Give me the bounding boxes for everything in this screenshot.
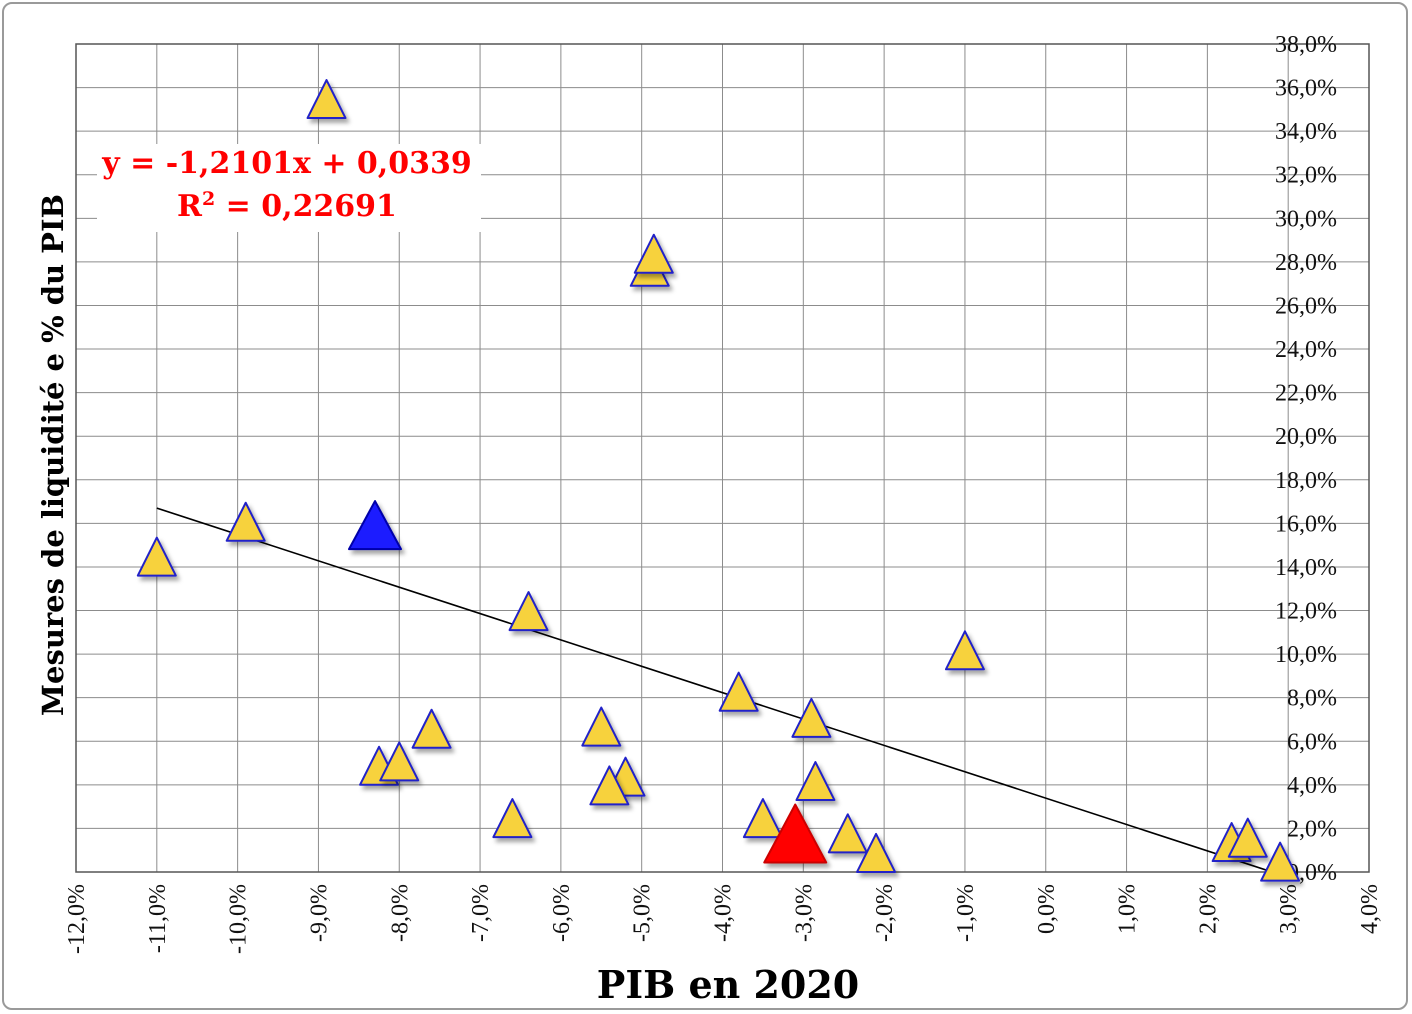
y-tick-label: 34,0% <box>1275 119 1337 145</box>
data-point <box>742 798 783 839</box>
x-tick-label: -11,0% <box>145 884 171 953</box>
data-point <box>827 813 868 854</box>
x-tick-label: 3,0% <box>1276 884 1302 934</box>
y-axis-tick-labels: 0,0%2,0%4,0%6,0%8,0%10,0%12,0%14,0%16,0%… <box>1275 32 1337 886</box>
x-tick-label: -1,0% <box>953 884 979 942</box>
x-tick-label: 2,0% <box>1195 884 1221 934</box>
y-axis-title: Mesures de liquidité e % du PIB <box>36 194 70 716</box>
x-tick-label: 0,0% <box>1034 884 1060 934</box>
y-tick-label: 28,0% <box>1275 250 1337 276</box>
data-point <box>795 761 836 802</box>
y-tick-label: 16,0% <box>1275 511 1337 537</box>
plot-area-border <box>75 43 1370 873</box>
data-point <box>306 79 347 120</box>
y-tick-label: 32,0% <box>1275 163 1337 189</box>
data-point <box>492 798 533 839</box>
data-point <box>718 671 759 712</box>
data-point <box>508 591 549 632</box>
y-tick-label: 20,0% <box>1275 424 1337 450</box>
y-tick-label: 22,0% <box>1275 381 1337 407</box>
x-tick-label: 4,0% <box>1357 884 1383 934</box>
x-tick-label: -12,0% <box>64 884 90 954</box>
trendline <box>156 507 1281 876</box>
x-tick-label: -10,0% <box>226 884 252 954</box>
x-tick-label: -3,0% <box>791 884 817 942</box>
y-tick-label: 14,0% <box>1275 555 1337 581</box>
y-tick-label: 12,0% <box>1275 599 1337 625</box>
y-tick-label: 6,0% <box>1287 729 1337 755</box>
r-squared-superscript: 2 <box>202 188 215 210</box>
x-tick-label: -6,0% <box>549 884 575 942</box>
y-tick-label: 4,0% <box>1287 773 1337 799</box>
data-point <box>633 233 674 274</box>
data-point <box>225 501 266 542</box>
data-point <box>379 741 420 782</box>
y-tick-label: 2,0% <box>1287 816 1337 842</box>
data-point-highlight-blue <box>348 500 403 551</box>
r-squared-label: R <box>177 189 203 224</box>
equation-line: y = -1,2101x + 0,0339 <box>101 146 471 181</box>
x-axis-title: PIB en 2020 <box>597 962 860 1007</box>
data-point <box>589 765 630 806</box>
y-tick-label: 26,0% <box>1275 293 1337 319</box>
data-point <box>411 708 452 749</box>
x-tick-label: -9,0% <box>306 884 332 942</box>
data-point <box>1227 817 1268 858</box>
y-tick-label: 18,0% <box>1275 468 1337 494</box>
x-tick-label: -8,0% <box>387 884 413 942</box>
y-tick-label: 36,0% <box>1275 76 1337 102</box>
y-tick-label: 8,0% <box>1287 686 1337 712</box>
y-tick-label: 24,0% <box>1275 337 1337 363</box>
y-tick-label: 10,0% <box>1275 642 1337 668</box>
x-tick-label: -5,0% <box>630 884 656 942</box>
x-tick-label: -2,0% <box>872 884 898 942</box>
data-point <box>136 536 177 577</box>
r-squared-value: = 0,22691 <box>215 189 397 224</box>
x-tick-label: -4,0% <box>711 884 737 942</box>
regression-equation-box: y = -1,2101x + 0,0339 R2 = 0,22691 <box>97 144 481 232</box>
data-point-highlight-red <box>763 803 828 864</box>
data-point <box>791 697 832 738</box>
equation-background <box>97 144 481 232</box>
r-squared-line: R2 = 0,22691 <box>177 188 397 224</box>
y-tick-label: 38,0% <box>1275 32 1337 58</box>
data-points <box>136 79 1301 882</box>
x-tick-label: 1,0% <box>1115 884 1141 934</box>
data-point <box>581 706 622 747</box>
x-tick-label: -7,0% <box>468 884 494 942</box>
data-point <box>1260 841 1301 882</box>
data-point <box>856 832 897 873</box>
y-tick-label: 30,0% <box>1275 206 1337 232</box>
data-point <box>944 630 985 671</box>
x-axis-tick-labels: -12,0% -11,0% -10,0% -9,0% -8,0% -7,0% -6,0% -5… <box>64 884 1383 954</box>
